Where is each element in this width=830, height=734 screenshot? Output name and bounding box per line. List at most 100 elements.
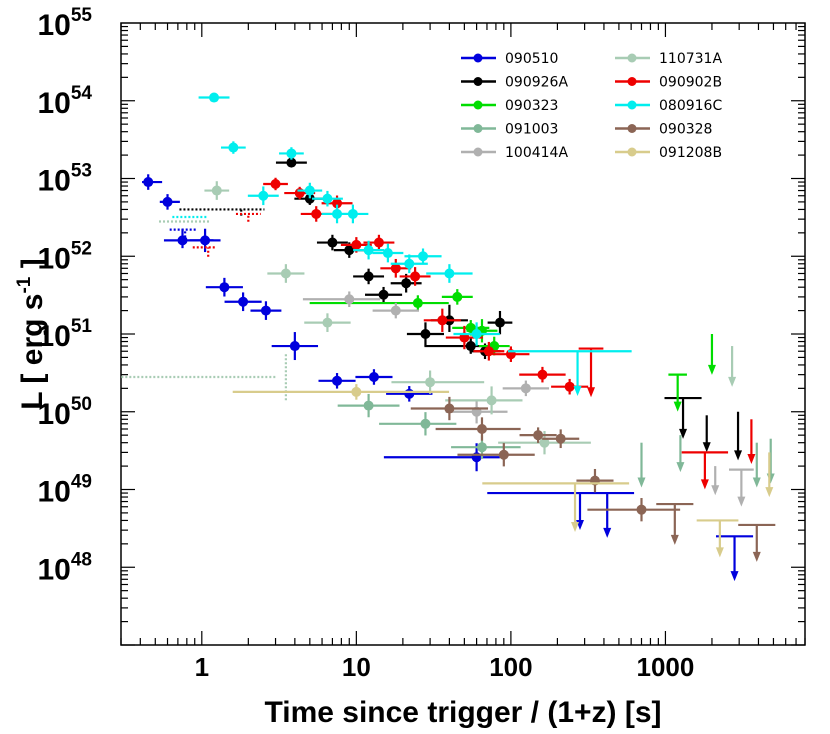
- data-marker: [211, 185, 222, 196]
- y-tick-label: 1054: [37, 83, 92, 120]
- data-point: [232, 384, 450, 400]
- data-point: [204, 181, 230, 200]
- limit-arrowhead: [700, 479, 709, 490]
- data-point: [445, 386, 523, 415]
- data-point: [551, 378, 589, 395]
- data-marker: [404, 258, 415, 269]
- data-point: [453, 322, 500, 346]
- data-point: [263, 177, 288, 191]
- upper-limit: [747, 419, 756, 465]
- limit-arrowhead: [737, 496, 746, 507]
- data-marker: [363, 271, 374, 282]
- data-marker: [238, 296, 249, 307]
- data-point: [224, 292, 262, 312]
- data-marker: [322, 317, 333, 328]
- data-marker: [363, 400, 374, 411]
- limit-arrowhead: [752, 477, 761, 488]
- limit-arrowhead: [587, 387, 596, 398]
- legend-item-090926A: 090926A: [461, 75, 568, 91]
- data-marker: [437, 315, 448, 326]
- legend: 090510 090926A 090323 091003 100414A 110731A 0…: [461, 51, 722, 161]
- upper-limit: [676, 435, 685, 473]
- legend-marker: [473, 53, 483, 63]
- upper-limit: [668, 373, 687, 412]
- data-marker: [289, 341, 300, 352]
- data-point: [445, 400, 508, 424]
- legend-marker: [627, 147, 637, 157]
- data-marker: [143, 177, 154, 188]
- data-marker: [347, 208, 358, 219]
- data-marker: [219, 282, 230, 293]
- limit-arrowhead: [766, 473, 775, 484]
- data-point: [372, 302, 419, 319]
- data-marker: [351, 386, 362, 397]
- data-point: [316, 234, 348, 251]
- legend-marker: [627, 53, 637, 63]
- x-tick-label: 100: [489, 652, 532, 682]
- limit-arrowhead: [711, 485, 720, 496]
- data-marker: [344, 294, 355, 305]
- data-marker: [401, 278, 412, 289]
- data-marker: [373, 237, 384, 248]
- upper-limit: [482, 482, 630, 532]
- data-point: [337, 204, 369, 224]
- data-marker: [332, 208, 343, 219]
- y-tick-label: 1053: [37, 161, 92, 198]
- upper-limit: [487, 491, 635, 531]
- data-marker: [200, 235, 211, 246]
- data-marker: [452, 291, 463, 302]
- series-090902B: [192, 177, 756, 490]
- y-tick-label: 1049: [37, 472, 92, 509]
- y-axis-label-main: L [ erg s: [16, 294, 49, 410]
- data-point: [519, 366, 566, 383]
- upper-limit: [508, 350, 632, 397]
- upper-limit: [765, 452, 774, 498]
- data-point: [441, 289, 473, 305]
- data-marker: [494, 317, 505, 328]
- upper-limit: [696, 519, 739, 558]
- data-marker: [420, 329, 431, 339]
- upper-limit: [664, 396, 702, 439]
- legend-label: 100414A: [505, 145, 568, 161]
- data-marker: [322, 193, 333, 204]
- data-point: [309, 295, 449, 311]
- y-axis-label-end: ]: [16, 258, 49, 276]
- data-marker: [444, 268, 455, 279]
- data-point: [487, 310, 513, 335]
- data-point: [318, 373, 356, 389]
- upper-limit: [578, 347, 604, 398]
- legend-marker: [473, 147, 483, 157]
- legend-label: 090328: [659, 122, 712, 138]
- data-marker: [368, 371, 379, 382]
- data-point: [337, 393, 400, 418]
- series-layer: [121, 92, 776, 582]
- data-marker: [228, 142, 239, 153]
- x-axis: 1 10 100 1000: [120, 23, 806, 682]
- data-marker: [260, 305, 271, 316]
- data-point: [372, 243, 404, 263]
- y-tick-label: 1055: [37, 5, 92, 42]
- legend-marker: [627, 77, 637, 86]
- data-marker: [476, 423, 487, 434]
- data-point: [198, 92, 230, 103]
- upper-limit: [707, 334, 716, 375]
- data-marker: [425, 377, 436, 388]
- legend-item-110731A: 110731A: [615, 51, 722, 67]
- limit-arrowhead: [752, 551, 761, 562]
- data-point: [275, 157, 307, 168]
- data-point: [399, 267, 431, 286]
- data-point: [271, 332, 319, 361]
- x-tick-label: 1: [195, 652, 209, 682]
- data-marker: [382, 248, 393, 259]
- data-point: [267, 264, 305, 283]
- limit-arrowhead: [673, 401, 682, 412]
- upper-limit: [728, 346, 737, 387]
- legend-marker: [627, 100, 637, 110]
- legend-item-090323: 090323: [461, 98, 558, 114]
- limit-arrowhead: [676, 462, 685, 473]
- data-marker: [162, 196, 173, 207]
- legend-label: 090926A: [505, 75, 568, 91]
- upper-limit: [603, 493, 612, 538]
- dotted-errorbar: [179, 208, 265, 216]
- legend-marker: [473, 124, 483, 133]
